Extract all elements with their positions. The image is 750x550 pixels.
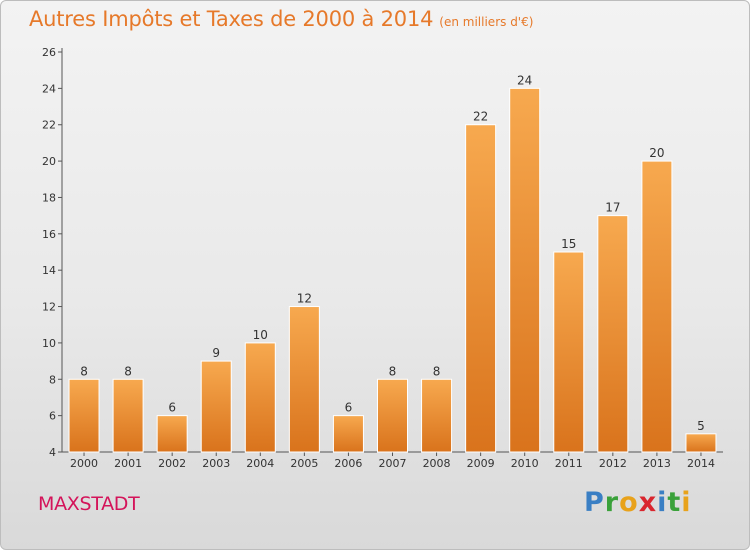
x-tick-label: 2014	[687, 457, 715, 470]
x-tick-label: 2008	[423, 457, 451, 470]
x-tick-label: 2011	[555, 457, 583, 470]
y-tick-label: 24	[42, 82, 56, 95]
chart-labels: 8 8 6 9 10 12 6 8 8 22 24 15 17 20 5	[80, 73, 705, 432]
bar	[68, 378, 100, 453]
bar	[200, 360, 232, 453]
data-label: 8	[124, 364, 132, 378]
chart-title: Autres Impôts et Taxes de 2000 à 2014 (en…	[29, 7, 533, 31]
data-label: 22	[473, 110, 488, 124]
y-tick-label: 10	[42, 337, 56, 350]
x-tick-label: 2007	[379, 457, 407, 470]
bar	[244, 342, 276, 453]
y-tick-label: 6	[49, 410, 56, 423]
x-tick-label: 2001	[114, 457, 142, 470]
logo-letter: t	[667, 487, 682, 518]
logo-letter: i	[657, 487, 668, 518]
logo-letter: o	[619, 487, 639, 518]
data-label: 20	[649, 146, 664, 160]
y-tick-label: 8	[49, 373, 56, 386]
x-tick-label: 2002	[158, 457, 186, 470]
y-tick-label: 16	[42, 228, 56, 241]
y-tick-label: 18	[42, 191, 56, 204]
bar	[288, 306, 320, 453]
chart-bars	[68, 87, 717, 453]
proxiti-logo: Proxiti	[584, 487, 692, 518]
x-tick-label: 2012	[599, 457, 627, 470]
x-tick-label: 2009	[467, 457, 495, 470]
y-tick-label: 14	[42, 264, 56, 277]
y-tick-label: 22	[42, 119, 56, 132]
y-tick-label: 4	[49, 446, 56, 459]
data-label: 8	[389, 364, 397, 378]
chart-title-unit: (en milliers d'€)	[439, 15, 534, 29]
data-label: 17	[605, 201, 620, 215]
x-tick-label: 2003	[202, 457, 230, 470]
x-tick-label: 2006	[334, 457, 362, 470]
bar	[685, 433, 717, 453]
bar	[332, 415, 364, 453]
x-tick-label: 2004	[246, 457, 274, 470]
data-label: 15	[561, 237, 576, 251]
bar	[597, 215, 629, 453]
bar	[509, 87, 541, 453]
bar	[641, 160, 673, 453]
x-tick-label: 2005	[290, 457, 318, 470]
data-label: 5	[697, 419, 705, 433]
chart-axes: 4 6 8 10 12 14 16 18 20 22 24 26 2000 2001 2002 2003 200…	[42, 46, 723, 470]
y-tick-label: 20	[42, 155, 56, 168]
chart-title-main: Autres Impôts et Taxes de 2000 à 2014	[29, 7, 434, 31]
x-tick-label: 2010	[511, 457, 539, 470]
data-label: 24	[517, 73, 532, 87]
bar	[421, 378, 453, 453]
logo-letter: P	[584, 487, 605, 518]
data-label: 12	[297, 292, 312, 306]
bar	[553, 251, 585, 453]
logo-letter: r	[604, 487, 620, 518]
bar	[377, 378, 408, 453]
city-name: MAXSTADT	[38, 493, 140, 515]
y-tick-label: 26	[42, 46, 56, 59]
data-label: 6	[345, 401, 353, 415]
bar	[156, 415, 188, 453]
data-label: 9	[212, 346, 220, 360]
data-label: 10	[253, 328, 268, 342]
data-label: 6	[168, 401, 176, 415]
data-label: 8	[80, 364, 88, 378]
x-tick-label: 2000	[70, 457, 98, 470]
data-label: 8	[433, 364, 441, 378]
y-tick-label: 12	[42, 301, 56, 314]
bar	[465, 124, 497, 453]
x-tick-label: 2013	[643, 457, 671, 470]
bar	[112, 378, 144, 453]
logo-letter: i	[681, 487, 692, 518]
logo-letter: x	[638, 487, 658, 518]
